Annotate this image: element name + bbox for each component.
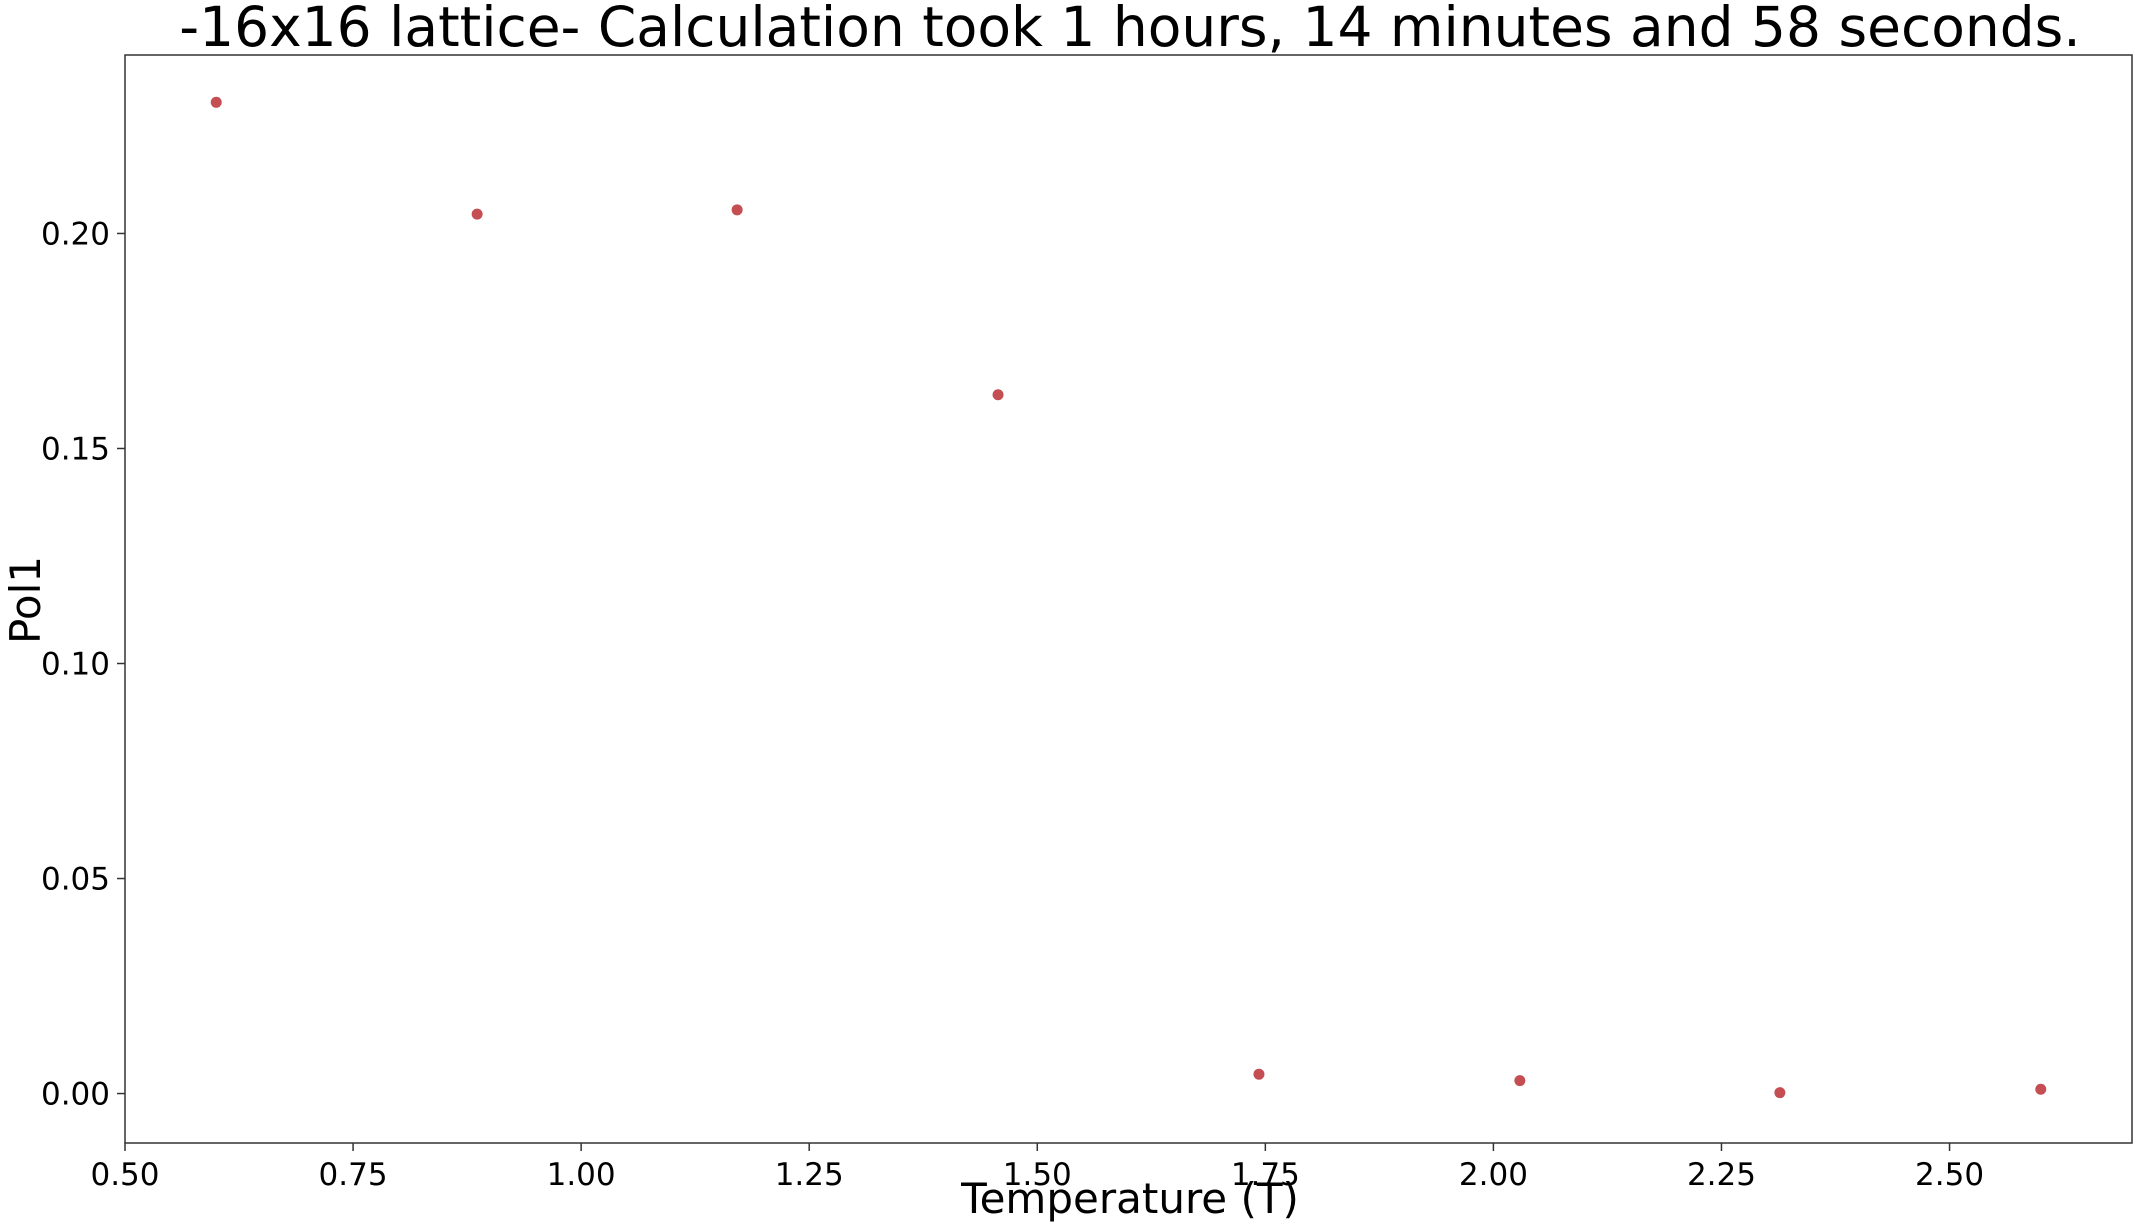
x-axis-label: Temperature (T)	[960, 1174, 1299, 1223]
y-axis: 0.00 0.05 0.10 0.15 0.20	[41, 216, 125, 1113]
x-tick-label: 2.00	[1459, 1157, 1528, 1193]
data-point	[1253, 1068, 1265, 1080]
x-tick-label: 0.50	[90, 1157, 159, 1193]
y-tick-label: 0.05	[41, 862, 110, 898]
x-tick-label: 1.75	[1231, 1157, 1300, 1193]
x-tick-label: 1.25	[775, 1157, 844, 1193]
x-tick-label: 2.50	[1915, 1157, 1984, 1193]
data-point	[992, 389, 1004, 401]
y-tick-label: 0.00	[41, 1077, 110, 1113]
data-point	[1514, 1075, 1526, 1087]
x-tick-label: 0.75	[319, 1157, 388, 1193]
data-point	[2035, 1083, 2047, 1095]
y-tick-label: 0.15	[41, 431, 110, 467]
y-tick-label: 0.10	[41, 647, 110, 683]
x-tick-label: 1.00	[547, 1157, 616, 1193]
y-tick-label: 0.20	[41, 216, 110, 252]
y-axis-label: Pol1	[1, 556, 50, 644]
data-points	[210, 96, 2047, 1099]
data-point	[731, 204, 743, 216]
chart-title: -16x16 lattice- Calculation took 1 hours…	[179, 0, 2081, 59]
x-axis: 0.50 0.75 1.00 1.25 1.50 1.75 2.00 2.25 2.50	[90, 1143, 1984, 1193]
data-point	[471, 208, 483, 220]
data-point	[210, 96, 222, 108]
data-point	[1774, 1087, 1786, 1099]
x-tick-label: 1.50	[1003, 1157, 1072, 1193]
plot-area-frame	[124, 54, 2133, 1144]
x-tick-label: 2.25	[1687, 1157, 1756, 1193]
